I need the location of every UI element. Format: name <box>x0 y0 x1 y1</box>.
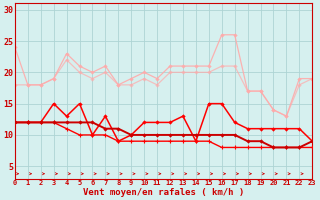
X-axis label: Vent moyen/en rafales ( km/h ): Vent moyen/en rafales ( km/h ) <box>83 188 244 197</box>
